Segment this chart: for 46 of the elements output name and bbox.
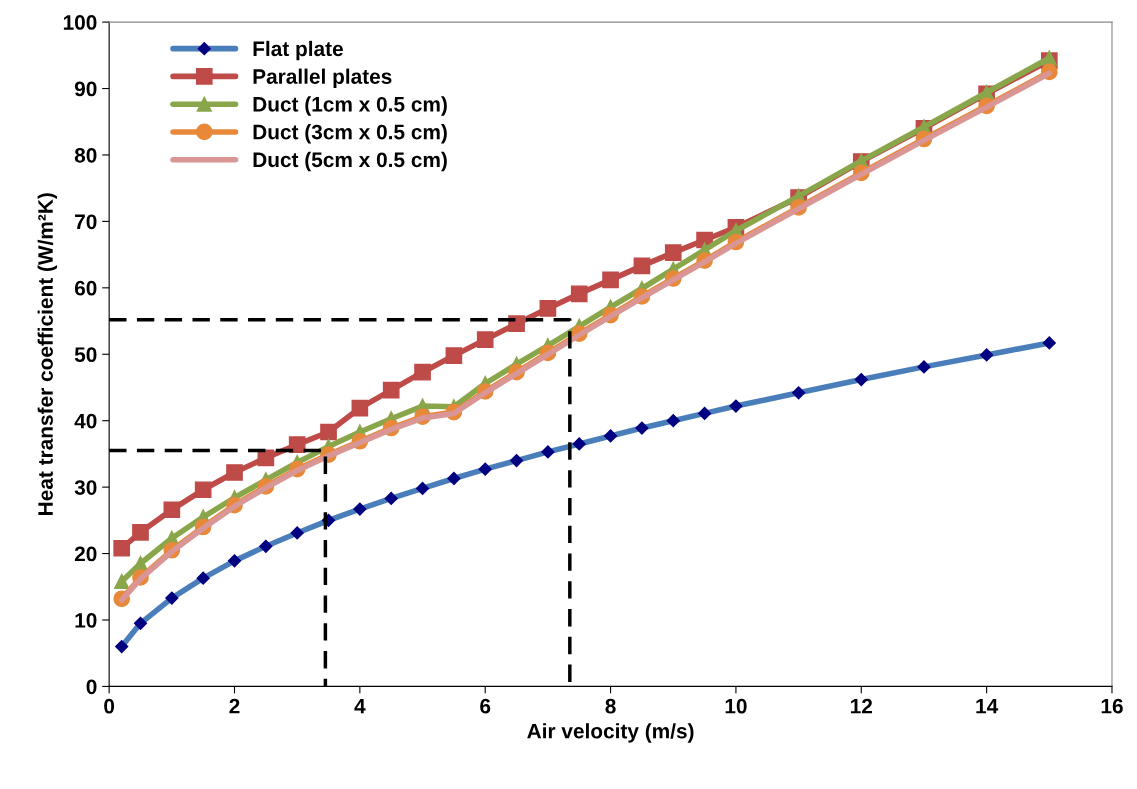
point bbox=[633, 257, 651, 275]
point bbox=[194, 481, 212, 499]
legend-label: Flat plate bbox=[253, 40, 343, 61]
x-tick-label: 6 bbox=[480, 698, 491, 714]
point bbox=[114, 573, 130, 590]
x-tick-label: 2 bbox=[229, 698, 240, 714]
point bbox=[320, 423, 337, 441]
point bbox=[382, 381, 400, 399]
point bbox=[163, 501, 181, 519]
point bbox=[351, 399, 369, 417]
y-tick-label: 90 bbox=[74, 81, 97, 97]
legend-label: Duct (1cm x 0.5 cm) bbox=[253, 96, 447, 116]
point bbox=[602, 271, 619, 289]
x-tick-label: 12 bbox=[851, 698, 873, 714]
point bbox=[445, 347, 463, 364]
x-tick-label: 10 bbox=[725, 698, 747, 714]
x-tick-label: 14 bbox=[976, 699, 999, 714]
x-tick-label: 8 bbox=[605, 698, 616, 714]
point bbox=[539, 300, 557, 317]
point bbox=[570, 285, 588, 303]
point bbox=[414, 363, 431, 381]
point bbox=[664, 244, 682, 261]
y-tick-label: 60 bbox=[74, 280, 97, 296]
point bbox=[476, 331, 494, 348]
y-tick-label: 0 bbox=[86, 679, 97, 695]
x-tick-label: 16 bbox=[1101, 698, 1123, 714]
y-tick-label: 20 bbox=[74, 546, 97, 562]
point bbox=[113, 539, 131, 557]
y-tick-label: 40 bbox=[74, 413, 97, 429]
legend-label: Duct (5cm x 0.5 cm) bbox=[253, 151, 447, 172]
point bbox=[226, 464, 243, 481]
x-tick-label: 4 bbox=[354, 699, 366, 714]
y-tick-label: 80 bbox=[74, 147, 97, 163]
point bbox=[132, 523, 149, 541]
y-tick-label: 30 bbox=[74, 480, 97, 495]
x-tick-label: 0 bbox=[104, 698, 115, 714]
point bbox=[508, 315, 525, 333]
y-tick-label: 70 bbox=[75, 214, 97, 230]
y-tick-label: 10 bbox=[75, 613, 97, 628]
point bbox=[288, 436, 306, 453]
x-axis-title: Air velocity (m/s) bbox=[527, 723, 694, 743]
legend-label: Parallel plates bbox=[253, 68, 392, 89]
y-tick-label: 50 bbox=[74, 347, 97, 363]
legend-label: Duct (3cm x 0.5 cm) bbox=[253, 124, 447, 144]
y-tick-label: 100 bbox=[63, 15, 97, 30]
y-axis-title: Heat transfer coefficient (W/m²K) bbox=[37, 193, 58, 515]
